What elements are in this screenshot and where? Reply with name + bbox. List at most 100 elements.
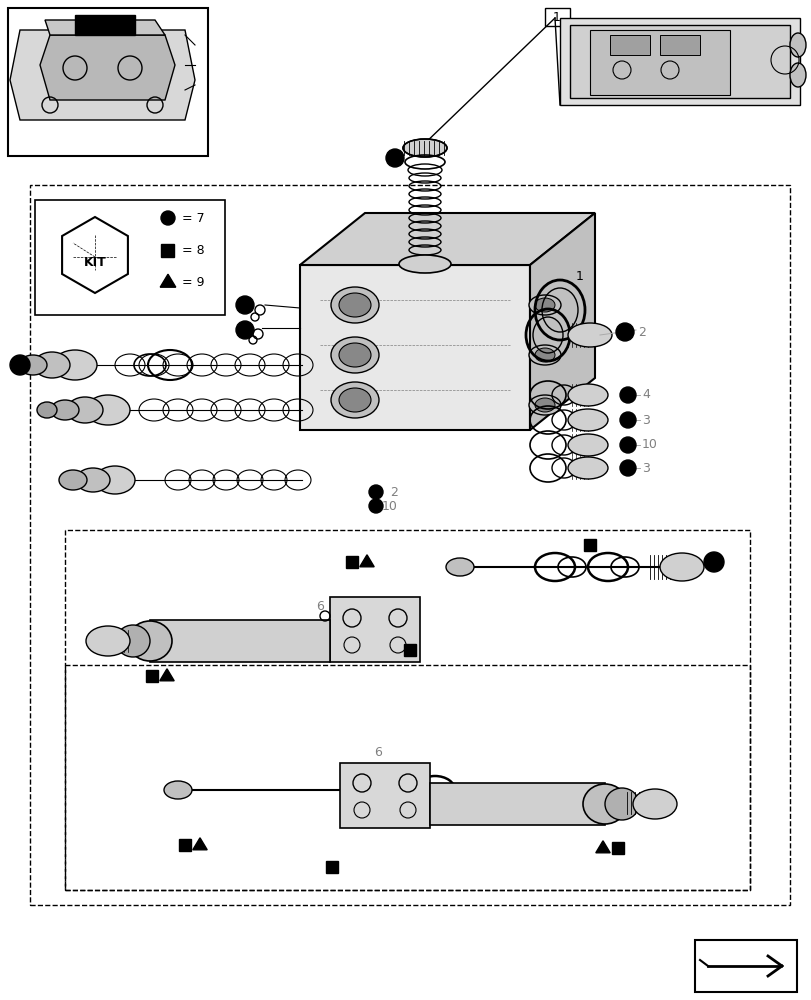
- Ellipse shape: [67, 397, 103, 423]
- Ellipse shape: [95, 466, 135, 494]
- Circle shape: [368, 485, 383, 499]
- Ellipse shape: [53, 350, 97, 380]
- Polygon shape: [160, 669, 174, 681]
- Ellipse shape: [86, 626, 130, 656]
- Text: 3: 3: [642, 414, 649, 426]
- Bar: [35, 200, 225, 315]
- Text: = 9: = 9: [182, 275, 204, 288]
- Ellipse shape: [76, 468, 109, 492]
- Polygon shape: [595, 841, 609, 853]
- Polygon shape: [10, 30, 195, 120]
- Ellipse shape: [789, 33, 805, 57]
- Polygon shape: [530, 213, 594, 430]
- Circle shape: [161, 211, 175, 225]
- Ellipse shape: [86, 395, 130, 425]
- Text: 4: 4: [642, 388, 649, 401]
- Circle shape: [620, 412, 635, 428]
- Bar: [65, 665, 749, 890]
- Bar: [329, 597, 419, 662]
- Text: = 8: = 8: [182, 243, 204, 256]
- Bar: [609, 35, 649, 55]
- Ellipse shape: [528, 295, 560, 315]
- Ellipse shape: [568, 323, 611, 347]
- Circle shape: [368, 499, 383, 513]
- Polygon shape: [62, 217, 128, 293]
- Bar: [404, 644, 415, 656]
- Text: 2: 2: [389, 486, 397, 498]
- Ellipse shape: [331, 337, 379, 373]
- Ellipse shape: [534, 348, 554, 362]
- Circle shape: [385, 149, 404, 167]
- Ellipse shape: [338, 293, 371, 317]
- Bar: [590, 30, 729, 95]
- Bar: [611, 842, 623, 854]
- Ellipse shape: [331, 287, 379, 323]
- Ellipse shape: [659, 553, 703, 581]
- Ellipse shape: [164, 781, 191, 799]
- Ellipse shape: [128, 621, 172, 661]
- Polygon shape: [359, 555, 374, 567]
- Text: 1: 1: [552, 11, 560, 24]
- Ellipse shape: [528, 395, 560, 415]
- Ellipse shape: [34, 352, 70, 378]
- Polygon shape: [192, 838, 207, 850]
- Bar: [30, 185, 789, 905]
- Bar: [659, 35, 699, 55]
- Polygon shape: [299, 265, 530, 430]
- Polygon shape: [560, 18, 799, 105]
- Ellipse shape: [534, 398, 554, 412]
- Ellipse shape: [402, 139, 446, 157]
- Bar: [544, 8, 569, 26]
- Circle shape: [703, 552, 723, 572]
- Ellipse shape: [116, 625, 150, 657]
- Ellipse shape: [51, 400, 79, 420]
- Ellipse shape: [528, 345, 560, 365]
- Text: 6: 6: [374, 745, 381, 758]
- Polygon shape: [569, 25, 789, 98]
- Text: 10: 10: [381, 499, 397, 512]
- Polygon shape: [40, 35, 175, 100]
- Circle shape: [236, 321, 254, 339]
- Polygon shape: [160, 274, 176, 287]
- Circle shape: [616, 323, 633, 341]
- Bar: [8, 8, 208, 156]
- Ellipse shape: [445, 558, 474, 576]
- Ellipse shape: [568, 384, 607, 406]
- Ellipse shape: [568, 434, 607, 456]
- Ellipse shape: [331, 382, 379, 418]
- Bar: [146, 670, 158, 682]
- Circle shape: [620, 460, 635, 476]
- Polygon shape: [45, 20, 165, 35]
- Bar: [75, 15, 135, 35]
- Bar: [430, 783, 604, 825]
- Ellipse shape: [789, 63, 805, 87]
- Ellipse shape: [19, 355, 47, 375]
- Text: = 7: = 7: [182, 212, 204, 225]
- Circle shape: [620, 387, 635, 403]
- Bar: [345, 556, 358, 568]
- Text: 3: 3: [642, 462, 649, 475]
- Ellipse shape: [568, 409, 607, 431]
- Polygon shape: [299, 213, 594, 265]
- Bar: [340, 763, 430, 828]
- Ellipse shape: [582, 784, 626, 824]
- Circle shape: [10, 355, 30, 375]
- Ellipse shape: [398, 255, 450, 273]
- Ellipse shape: [604, 788, 638, 820]
- Bar: [583, 539, 595, 551]
- Circle shape: [236, 296, 254, 314]
- Ellipse shape: [338, 343, 371, 367]
- Bar: [178, 839, 191, 851]
- Bar: [161, 243, 174, 256]
- Ellipse shape: [568, 457, 607, 479]
- Ellipse shape: [534, 298, 554, 312]
- Ellipse shape: [338, 388, 371, 412]
- Text: 6: 6: [315, 600, 324, 613]
- Bar: [150, 620, 329, 662]
- Circle shape: [620, 437, 635, 453]
- Ellipse shape: [37, 402, 57, 418]
- Bar: [325, 861, 337, 873]
- Text: 10: 10: [642, 438, 657, 452]
- Ellipse shape: [633, 789, 676, 819]
- Text: 1: 1: [575, 270, 583, 284]
